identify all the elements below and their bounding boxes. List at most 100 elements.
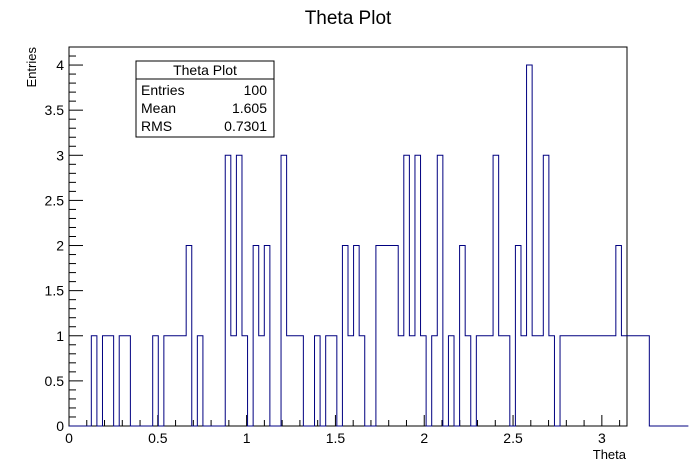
histogram-bin [393,246,399,426]
histogram-bin [125,336,131,426]
histogram-bin [119,336,125,426]
histogram-bin [387,246,393,426]
histogram-bin [164,336,170,426]
y-tick-label: 1 [56,328,64,344]
histogram-bin [354,246,360,426]
stats-value-mean: 1.605 [232,100,267,116]
stats-label-entries: Entries [141,82,185,98]
histogram-bin [616,246,622,426]
x-tick-label: 3 [598,430,606,446]
histogram-bin [331,336,337,426]
histogram-bin [376,246,382,426]
histogram-bin [231,336,237,426]
histogram-bin [169,336,175,426]
stats-value-entries: 100 [244,82,268,98]
histogram-bin [153,336,159,426]
histogram-bin [599,336,605,426]
stats-value-rms: 0.7301 [224,118,267,134]
histogram-bin [421,336,427,426]
histogram-bin [181,336,187,426]
histogram-bin [482,336,488,426]
chart-title: Theta Plot [305,8,392,29]
histogram-bin [610,336,616,426]
y-tick-label: 3 [56,147,64,163]
histogram-bin [532,336,538,426]
histogram-bin [644,336,650,426]
histogram-bin [521,336,527,426]
y-axis-label: Entries [24,47,39,88]
histogram-bin [488,336,494,426]
histogram-bin [242,336,248,426]
stats-label-mean: Mean [141,100,176,116]
histogram-bin [437,155,443,426]
histogram-bin [571,336,577,426]
histogram-bin [504,336,510,426]
y-tick-label: 0 [56,418,64,434]
histogram-bin [515,246,521,426]
y-tick-label: 1.5 [45,283,65,299]
x-tick-label: 2.5 [503,430,523,446]
histogram-bin [108,336,114,426]
histogram-bin [621,336,627,426]
x-tick-label: 1.5 [326,430,346,446]
histogram-bin [560,336,566,426]
histogram-bin [627,336,633,426]
histogram-bin [543,155,549,426]
histogram-bin [186,246,192,426]
histogram-bin [493,155,499,426]
histogram-bin [253,246,259,426]
histogram-bin [594,336,600,426]
y-tick-label: 3.5 [45,102,65,118]
histogram-bin [582,336,588,426]
histogram-bin [460,246,466,426]
y-tick-label: 2 [56,238,64,254]
histogram-bin [315,336,321,426]
y-tick-label: 2.5 [45,192,65,208]
histogram-bin [91,336,97,426]
histogram-bin [549,336,555,426]
histogram-bin [292,336,298,426]
x-tick-label: 0.5 [148,430,168,446]
x-tick-label: 0 [65,430,73,446]
histogram-outline [69,64,689,427]
histogram-bin [281,155,287,426]
histogram-bin [448,336,454,426]
histogram-bin [577,336,583,426]
x-axis: 0 0.5 1 1.5 2 2.5 3 [65,415,621,446]
stats-label-rms: RMS [141,118,172,134]
histogram-bin [298,336,304,426]
histogram-bin [398,336,404,426]
histogram-bin [476,336,482,426]
histogram-bin [605,336,611,426]
histogram-bin [409,336,415,426]
histogram-bin [633,336,639,426]
x-tick-label: 1 [243,430,251,446]
histogram-bin [287,336,293,426]
x-tick-label: 2 [420,430,428,446]
histogram-bin [638,336,644,426]
histogram-bin [381,246,387,426]
histogram-bin [175,336,181,426]
y-tick-label: 4 [56,57,64,73]
histogram-bin [259,336,265,426]
histogram-bin [566,336,572,426]
histogram-bin [236,155,242,426]
histogram-bin [102,336,108,426]
stats-box: Theta Plot Entries 100 Mean 1.605 RMS 0.… [135,60,275,138]
stats-box-frame [135,60,275,138]
stats-title: Theta Plot [173,62,237,78]
histogram-bin [326,336,332,426]
histogram-bin [527,65,533,426]
y-axis: 0 0.5 1 1.5 2 2.5 3 3.5 4 [45,46,83,434]
histogram-bin [404,155,410,426]
histogram-bin [225,155,231,426]
histogram-bin [538,336,544,426]
histogram-bin [348,336,354,426]
histogram-bin [197,336,203,426]
histogram-bin [588,336,594,426]
y-tick-label: 0.5 [45,373,65,389]
histogram-bin [465,336,471,426]
histogram-bin [499,336,505,426]
